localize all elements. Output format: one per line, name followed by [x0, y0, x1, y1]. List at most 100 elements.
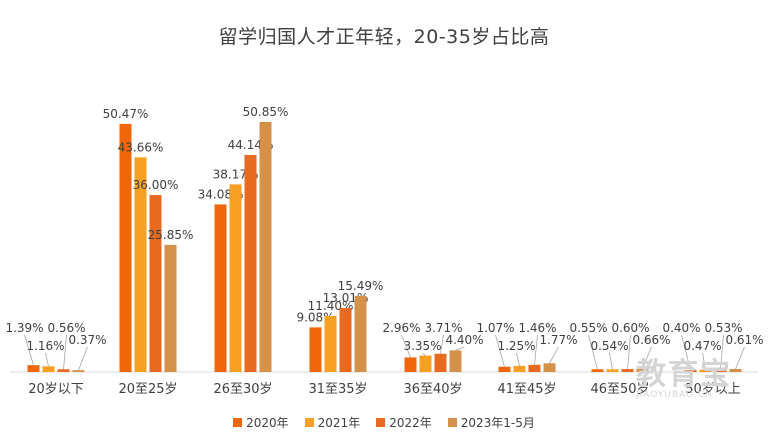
label-leader-line	[63, 334, 67, 370]
data-label-1-series-0: 50.47%	[103, 107, 149, 121]
x-tick-label: 26至30岁	[213, 382, 272, 397]
x-tick-label: 36至40岁	[403, 382, 462, 397]
legend: 2020年 2021年 2022年 2023年1-5月	[0, 414, 768, 431]
legend-item-2: 2022年	[376, 414, 432, 431]
legend-item-1: 2021年	[304, 414, 361, 431]
bar-6-series-0	[591, 369, 604, 372]
data-label-4-series-0: 2.96%	[382, 321, 420, 335]
data-label-7-series-2: 0.53%	[704, 321, 742, 335]
bar-2-series-0	[214, 204, 227, 372]
bar-7-series-1	[699, 369, 712, 372]
x-tick-label: 46至50岁	[590, 382, 649, 397]
bar-1-series-3	[164, 244, 177, 372]
label-leader-line	[78, 346, 88, 371]
bar-1-series-0	[119, 123, 132, 372]
data-label-6-series-0: 0.55%	[569, 321, 607, 335]
bar-5-series-1	[513, 365, 526, 372]
bar-7-series-0	[684, 370, 697, 372]
label-leader-line	[516, 352, 520, 366]
label-leader-line	[588, 334, 598, 370]
legend-swatch	[447, 418, 457, 427]
bar-4-series-0	[404, 357, 417, 372]
bar-4-series-2	[434, 353, 447, 372]
bar-7-series-2	[714, 369, 727, 372]
legend-swatch	[304, 418, 314, 427]
bar-5-series-0	[498, 366, 511, 372]
data-label-7-series-3: 0.61%	[725, 333, 763, 347]
label-leader-line	[45, 352, 49, 367]
data-label-6-series-2: 0.60%	[611, 321, 649, 335]
bar-3-series-0	[309, 327, 322, 372]
data-label-4-series-3: 4.40%	[445, 333, 483, 347]
data-label-1-series-2: 36.00%	[133, 178, 179, 192]
bar-0-series-0	[27, 365, 40, 372]
data-label-6-series-1: 0.54%	[590, 339, 628, 353]
bar-0-series-3	[72, 370, 85, 372]
data-label-3-series-3: 15.49%	[338, 279, 384, 293]
label-leader-line	[495, 334, 505, 367]
legend-item-3: 2023年1-5月	[447, 414, 535, 431]
bar-6-series-1	[606, 369, 619, 372]
legend-swatch	[233, 418, 243, 427]
data-label-5-series-1: 1.25%	[497, 339, 535, 353]
bar-4-series-3	[449, 350, 462, 372]
label-leader-line	[681, 334, 691, 371]
bar-2-series-3	[259, 122, 272, 372]
label-leader-line	[401, 334, 411, 358]
x-tick-label: 41至45岁	[497, 382, 556, 397]
bar-6-series-3	[636, 368, 649, 372]
x-tick-label: 50岁以上	[685, 382, 741, 397]
bar-2-series-2	[244, 154, 257, 372]
bar-4-series-1	[419, 355, 432, 372]
data-label-4-series-1: 3.35%	[403, 339, 441, 353]
bar-0-series-1	[42, 366, 55, 372]
bar-3-series-3	[354, 295, 367, 372]
bar-5-series-3	[543, 363, 556, 372]
bar-2-series-1	[229, 184, 242, 372]
watermark-logo: 教育宝 JIAOYUBAO.CN	[636, 360, 766, 406]
watermark-domain: JIAOYUBAO.CN	[636, 390, 713, 400]
label-leader-line	[549, 346, 559, 364]
legend-label: 2021年	[317, 416, 361, 430]
data-label-2-series-3: 50.85%	[243, 105, 289, 119]
label-leader-line	[534, 334, 538, 365]
label-leader-line	[609, 352, 613, 370]
label-leader-line	[702, 352, 706, 370]
legend-label: 2022年	[389, 416, 432, 430]
label-leader-line	[642, 346, 652, 369]
legend-item-0: 2020年	[233, 414, 289, 431]
data-label-0-series-1: 1.16%	[26, 339, 64, 353]
data-label-7-series-1: 0.47%	[683, 339, 721, 353]
x-tick-label: 20岁以下	[28, 382, 84, 397]
x-tick-label: 20至25岁	[118, 382, 177, 397]
bar-6-series-2	[621, 369, 634, 372]
label-leader-line	[720, 334, 724, 370]
x-tick-label: 31至35岁	[308, 382, 367, 397]
label-leader-line	[455, 346, 465, 351]
data-label-5-series-3: 1.77%	[539, 333, 577, 347]
bar-0-series-2	[57, 369, 70, 372]
data-label-5-series-0: 1.07%	[476, 321, 514, 335]
data-label-5-series-2: 1.46%	[518, 321, 556, 335]
label-leader-line	[422, 352, 426, 356]
data-label-6-series-3: 0.66%	[632, 333, 670, 347]
data-label-0-series-0: 1.39%	[5, 321, 43, 335]
bar-1-series-1	[134, 157, 147, 372]
label-leader-line	[735, 346, 745, 370]
label-leader-line	[440, 334, 444, 354]
data-label-4-series-2: 3.71%	[424, 321, 462, 335]
label-leader-line	[627, 334, 631, 370]
label-leader-line	[24, 334, 34, 366]
data-label-1-series-3: 25.85%	[148, 228, 194, 242]
bar-5-series-2	[528, 364, 541, 372]
legend-swatch	[376, 418, 386, 427]
watermark-text: 教育宝	[636, 357, 732, 392]
legend-label: 2023年1-5月	[460, 416, 535, 430]
bar-3-series-1	[324, 315, 337, 372]
bar-1-series-2	[149, 195, 162, 372]
data-label-0-series-2: 0.56%	[47, 321, 85, 335]
bar-3-series-2	[339, 308, 352, 372]
data-label-7-series-0: 0.40%	[662, 321, 700, 335]
chart-title: 留学归国人才正年轻，20-35岁占比高	[218, 26, 550, 48]
